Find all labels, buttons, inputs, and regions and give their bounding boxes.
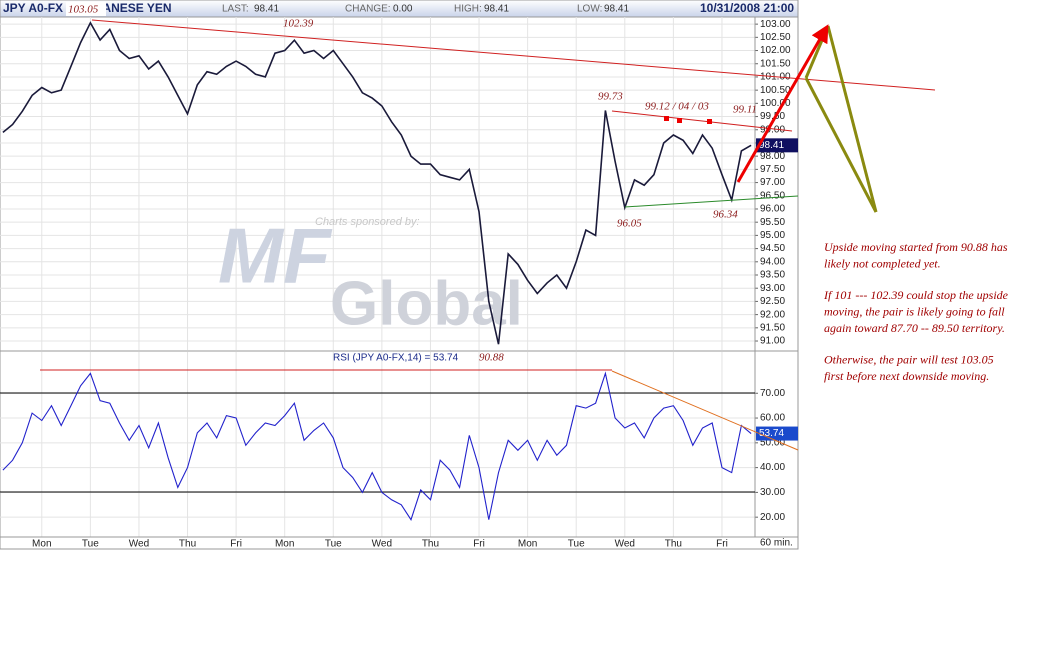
annotation-bg <box>66 2 106 16</box>
y-tick-label: 91.00 <box>760 336 785 347</box>
x-tick-label: Wed <box>372 539 392 550</box>
commentary-line: Upside moving started from 90.88 has <box>824 240 1008 254</box>
x-tick-label: Fri <box>473 539 485 550</box>
y-tick-label: 93.50 <box>760 270 785 281</box>
x-tick-label: Wed <box>129 539 149 550</box>
y-tick-label: 97.50 <box>760 164 785 175</box>
annotation: 90.88 <box>479 352 504 364</box>
x-tick-label: Mon <box>518 539 537 550</box>
annotation: 99.11 <box>733 104 757 116</box>
field-label: LOW: <box>577 4 602 15</box>
commentary-line: again toward 87.70 -- 89.50 territory. <box>824 321 1005 335</box>
x-tick-label: Thu <box>179 539 196 550</box>
last-value-box <box>756 138 798 153</box>
watermark-brand: Global <box>330 269 523 338</box>
trend-line <box>624 195 799 208</box>
x-tick-label: Fri <box>716 539 728 550</box>
y-tick-label: 92.00 <box>760 309 785 320</box>
commentary-line: first before next downside moving. <box>824 369 989 383</box>
forecast-path <box>826 25 878 213</box>
annotation: 99.12 / 04 / 03 <box>645 101 709 113</box>
x-axis-label: 60 min. <box>760 538 793 549</box>
y-tick-label: 94.00 <box>760 256 785 267</box>
y-tick-label: 30.00 <box>760 487 785 498</box>
y-tick-label: 95.50 <box>760 217 785 228</box>
y-tick-label: 100.50 <box>760 85 791 96</box>
rsi-title: RSI (JPY A0-FX,14) = 53.74 <box>333 353 459 364</box>
field-label: HIGH: <box>454 4 482 15</box>
y-tick-label: 99.50 <box>760 111 785 122</box>
datetime: 10/31/2008 21:00 <box>700 1 794 15</box>
field-value: 98.41 <box>484 4 509 15</box>
series-line <box>2 21 752 345</box>
series-line <box>2 371 752 521</box>
watermark-brand: MF <box>218 212 333 300</box>
x-tick-label: Thu <box>665 539 682 550</box>
y-tick-label: 20.00 <box>760 512 785 523</box>
y-tick-label: 96.00 <box>760 204 785 215</box>
annotation: 99.73 <box>598 91 623 103</box>
watermark: Charts sponsored by: MF Global <box>218 212 523 339</box>
forecast-path <box>804 77 878 213</box>
forecast-path <box>804 25 830 79</box>
x-tick-label: Tue <box>568 539 585 550</box>
y-tick-label: 100.00 <box>760 98 791 109</box>
commentary-line: likely not completed yet. <box>824 256 941 270</box>
field-label: CHANGE: <box>345 4 391 15</box>
commentary-line: If 101 --- 102.39 could stop the upside <box>823 288 1009 302</box>
y-tick-label: 96.50 <box>760 190 785 201</box>
field-label: LAST: <box>222 4 249 15</box>
y-tick-label: 40.00 <box>760 462 785 473</box>
peak-marker <box>707 119 712 124</box>
chart-frame <box>0 0 799 550</box>
y-tick-label: 102.00 <box>760 45 791 56</box>
y-tick-label: 103.00 <box>760 19 791 30</box>
y-tick-label: 91.50 <box>760 322 785 333</box>
trend-line <box>91 19 936 91</box>
y-tick-label: 70.00 <box>760 388 785 399</box>
annotation: 102.39 <box>283 18 314 30</box>
annotation: 96.05 <box>617 218 642 230</box>
x-tick-label: Wed <box>615 539 635 550</box>
y-tick-label: 94.50 <box>760 243 785 254</box>
header-bar <box>0 0 799 18</box>
x-tick-label: Mon <box>32 539 51 550</box>
symbol: JPY A0-FX [ <box>3 1 70 15</box>
y-tick-label: 92.50 <box>760 296 785 307</box>
x-tick-label: Thu <box>422 539 439 550</box>
y-tick-label: 95.00 <box>760 230 785 241</box>
x-tick-label: Tue <box>82 539 99 550</box>
annotation: 96.34 <box>713 209 738 221</box>
y-tick-label: 93.00 <box>760 283 785 294</box>
peak-marker <box>677 118 682 123</box>
commentary: Upside moving started from 90.88 has like… <box>823 240 1009 383</box>
field-value: 98.41 <box>604 4 629 15</box>
commentary-line: Otherwise, the pair will test 103.05 <box>824 352 994 366</box>
peak-marker <box>664 116 669 121</box>
field-value: 98.41 <box>254 4 279 15</box>
last-value-label: 53.74 <box>759 428 784 439</box>
y-tick-label: 102.50 <box>760 32 791 43</box>
y-tick-label: 99.00 <box>760 124 785 135</box>
commentary-line: moving, the pair is likely going to fall <box>824 304 1005 318</box>
field-value: 0.00 <box>393 4 413 15</box>
y-tick-label: 97.00 <box>760 177 785 188</box>
rsi-trend-line <box>611 370 799 451</box>
y-tick-label: 98.00 <box>760 151 785 162</box>
y-tick-label: 60.00 <box>760 413 785 424</box>
x-tick-label: Tue <box>325 539 342 550</box>
last-value-label: 98.41 <box>759 140 784 151</box>
x-tick-label: Fri <box>230 539 242 550</box>
watermark-caption: Charts sponsored by: <box>315 216 420 228</box>
grid-layer: 91.00 91.50 92.00 92.50 93.00 93.50 94.00 94.50… <box>0 17 791 550</box>
y-tick-label: 50.00 <box>760 437 785 448</box>
y-tick-label: 101.50 <box>760 58 791 69</box>
x-tick-label: Mon <box>275 539 294 550</box>
forecast-arrow <box>736 24 829 183</box>
data-layer: 98.41 53.74 <box>2 21 798 521</box>
trend-line <box>611 110 793 132</box>
annotation: 103.05 <box>68 4 99 16</box>
